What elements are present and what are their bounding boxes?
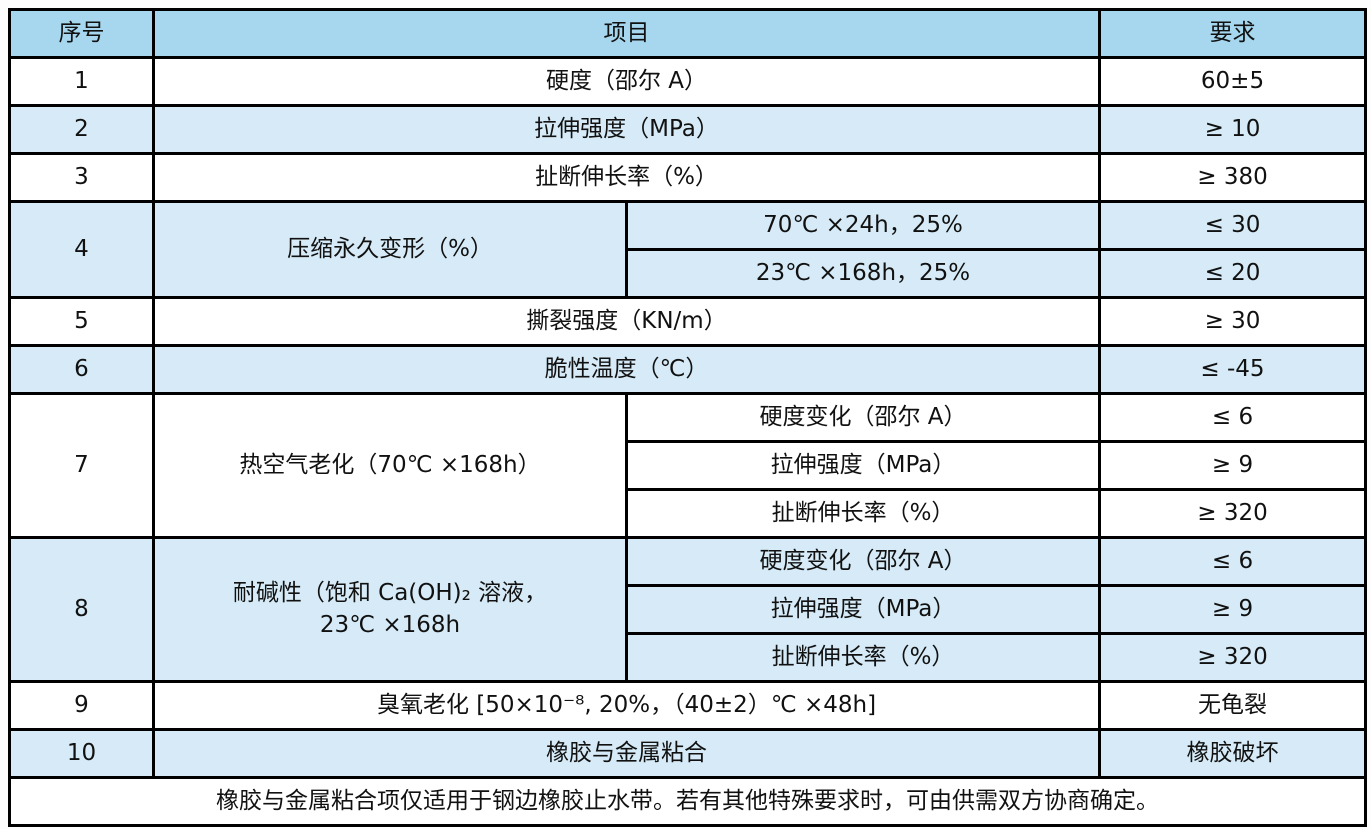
requirement-cell: ≤ 20 <box>1098 248 1367 299</box>
requirements-table: 序号 项目 要求 1 硬度（邵尔 A） 60±5 2 拉伸强度（MPa） ≥ 1… <box>8 8 1367 827</box>
item-cell: 压缩永久变形（%） <box>152 200 628 299</box>
header-requirement: 要求 <box>1098 8 1367 59</box>
row-no-cell: 2 <box>8 104 155 155</box>
condition-cell: 扯断伸长率（%） <box>625 488 1101 539</box>
row-no-cell: 10 <box>8 728 155 779</box>
requirement-cell: ≥ 10 <box>1098 104 1367 155</box>
table-subrow: 拉伸强度（MPa） ≥ 9 <box>10 584 1367 635</box>
row-no-cell: 8 <box>8 536 155 683</box>
table-footnote: 橡胶与金属粘合项仅适用于钢边橡胶止水带。若有其他特殊要求时，可由供需双方协商确定… <box>8 776 1367 827</box>
item-cell: 撕裂强度（KN/m） <box>152 296 1101 347</box>
item-cell: 耐碱性（饱和 Ca(OH)₂ 溶液， 23℃ ×168h <box>152 536 628 683</box>
condition-cell: 硬度变化（邵尔 A） <box>625 536 1101 587</box>
condition-cell: 23℃ ×168h，25% <box>625 248 1101 299</box>
table-row: 3 扯断伸长率（%） ≥ 380 <box>8 152 1367 203</box>
requirement-cell: 60±5 <box>1098 56 1367 107</box>
condition-cell: 70℃ ×24h，25% <box>625 200 1101 251</box>
row-no-cell: 7 <box>8 392 155 539</box>
requirement-cell: ≥ 320 <box>1098 632 1367 683</box>
requirement-cell: ≤ 6 <box>1098 536 1367 587</box>
row-no-cell: 9 <box>8 680 155 731</box>
requirement-cell: ≥ 9 <box>1098 584 1367 635</box>
table-row: 8 耐碱性（饱和 Ca(OH)₂ 溶液， 23℃ ×168h 硬度变化（邵尔 A… <box>8 536 1367 683</box>
item-cell: 扯断伸长率（%） <box>152 152 1101 203</box>
table-subrow: 拉伸强度（MPa） ≥ 9 <box>10 440 1367 491</box>
condition-cell: 硬度变化（邵尔 A） <box>625 392 1101 443</box>
requirement-cell: ≤ 6 <box>1098 392 1367 443</box>
condition-cell: 拉伸强度（MPa） <box>625 440 1101 491</box>
table-row: 10 橡胶与金属粘合 橡胶破坏 <box>8 728 1367 779</box>
table-row: 1 硬度（邵尔 A） 60±5 <box>8 56 1367 107</box>
item-cell: 臭氧老化 [50×10⁻⁸, 20%，（40±2）℃ ×48h] <box>152 680 1101 731</box>
table-footnote-row: 橡胶与金属粘合项仅适用于钢边橡胶止水带。若有其他特殊要求时，可由供需双方协商确定… <box>8 776 1367 827</box>
item-cell: 热空气老化（70℃ ×168h） <box>152 392 628 539</box>
table-row: 2 拉伸强度（MPa） ≥ 10 <box>8 104 1367 155</box>
item-cell: 拉伸强度（MPa） <box>152 104 1101 155</box>
header-item: 项目 <box>152 8 1101 59</box>
requirement-cell: 无龟裂 <box>1098 680 1367 731</box>
table-subrow: 扯断伸长率（%） ≥ 320 <box>10 488 1367 539</box>
condition-cell: 拉伸强度（MPa） <box>625 584 1101 635</box>
table-row: 9 臭氧老化 [50×10⁻⁸, 20%，（40±2）℃ ×48h] 无龟裂 <box>8 680 1367 731</box>
requirement-cell: ≥ 30 <box>1098 296 1367 347</box>
table-row: 7 热空气老化（70℃ ×168h） 硬度变化（邵尔 A） ≤ 6 <box>8 392 1367 539</box>
condition-cell: 扯断伸长率（%） <box>625 632 1101 683</box>
requirement-cell: 橡胶破坏 <box>1098 728 1367 779</box>
table-row: 4 压缩永久变形（%） 70℃ ×24h，25% ≤ 30 <box>8 200 1367 299</box>
table-row: 6 脆性温度（℃） ≤ -45 <box>8 344 1367 395</box>
table-subrow: 23℃ ×168h，25% ≤ 20 <box>10 248 1367 299</box>
header-no: 序号 <box>8 8 155 59</box>
table-header-row: 序号 项目 要求 <box>8 8 1367 59</box>
row-no-cell: 3 <box>8 152 155 203</box>
requirement-cell: ≤ 30 <box>1098 200 1367 251</box>
requirement-cell: ≥ 320 <box>1098 488 1367 539</box>
table-subrow: 扯断伸长率（%） ≥ 320 <box>10 632 1367 683</box>
row-no-cell: 1 <box>8 56 155 107</box>
item-cell: 脆性温度（℃） <box>152 344 1101 395</box>
requirement-cell: ≥ 9 <box>1098 440 1367 491</box>
item-cell: 硬度（邵尔 A） <box>152 56 1101 107</box>
row-no-cell: 6 <box>8 344 155 395</box>
row-no-cell: 4 <box>8 200 155 299</box>
row-no-cell: 5 <box>8 296 155 347</box>
table-row: 5 撕裂强度（KN/m） ≥ 30 <box>8 296 1367 347</box>
requirement-cell: ≤ -45 <box>1098 344 1367 395</box>
item-cell: 橡胶与金属粘合 <box>152 728 1101 779</box>
requirement-cell: ≥ 380 <box>1098 152 1367 203</box>
